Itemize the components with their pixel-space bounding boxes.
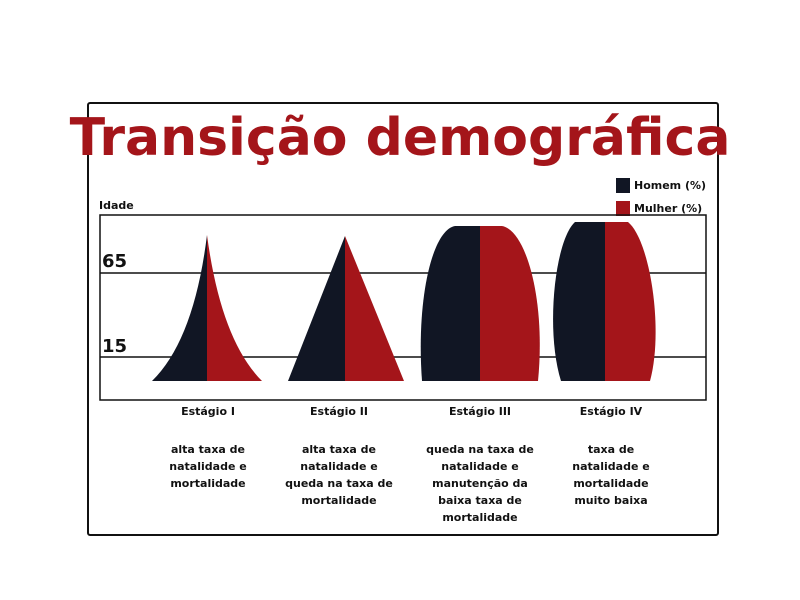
pyramid-stage-1-women [207, 235, 262, 381]
pyramid-stage-2-men [288, 236, 345, 381]
legend: Homem (%) Mulher (%) [616, 176, 706, 222]
pyramid-stage-4-women [605, 222, 656, 381]
stage-1-name: Estágio I [181, 405, 235, 418]
age-tick-15: 15 [102, 336, 128, 357]
legend-item-men: Homem (%) [616, 176, 706, 194]
diagram-frame [87, 102, 719, 536]
legend-label-men: Homem (%) [634, 178, 707, 192]
pyramid-stage-3-women [480, 226, 540, 381]
pyramid-stage-4-men [553, 222, 605, 381]
plot-box [99, 214, 707, 401]
legend-swatch-men [616, 177, 630, 193]
legend-label-women: Mulher (%) [634, 201, 703, 215]
pyramid-stage-3-men [420, 226, 480, 381]
diagram-title: Transição demográfica [69, 108, 731, 168]
legend-item-women: Mulher (%) [616, 199, 706, 217]
stage-4-name: Estágio IV [579, 405, 643, 418]
pyramid-stage-2-women [345, 236, 404, 381]
stage-3-name: Estágio III [448, 405, 512, 418]
stage-3-description: queda na taxa de natalidade e manutenção… [426, 443, 534, 524]
stage-2-name: Estágio II [310, 405, 368, 418]
pyramid-stage-1-men [152, 235, 207, 381]
stage-4-description: taxa de natalidade e mortalidade muito b… [572, 443, 650, 507]
y-axis-title: Idade [99, 199, 134, 212]
legend-swatch-women [616, 200, 630, 216]
stage-2-description: alta taxa de natalidade e queda na taxa … [285, 443, 393, 507]
age-tick-65: 65 [102, 251, 128, 272]
stage-1-description: alta taxa de natalidade e mortalidade [169, 443, 247, 490]
